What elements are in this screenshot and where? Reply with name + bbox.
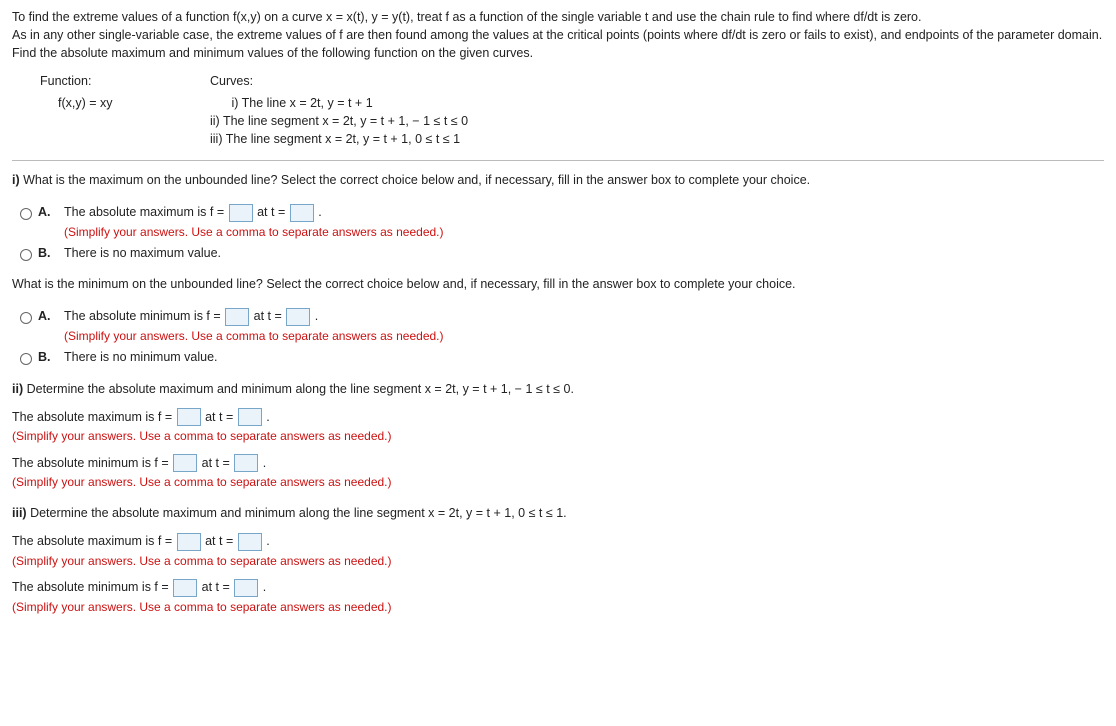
radio-i-max-a[interactable] [20,208,32,220]
at-t-text2: at t = [254,309,282,323]
answer-box-i-max-f[interactable] [229,204,253,222]
answer-box-ii-max-t[interactable] [238,408,262,426]
part-iii-section: iii) Determine the absolute maximum and … [12,504,1104,616]
iii-period-1: . [266,534,269,548]
intro-line-1: To find the extreme values of a function… [12,8,1104,26]
function-curves-block: Function: f(x,y) = xy Curves: i) The lin… [40,72,1104,148]
curves-header: Curves: [210,72,1104,90]
part-i-max-choice-a-row: A. The absolute maximum is f = at t = . … [20,203,1104,241]
period2: . [315,309,318,323]
ii-period-2: . [263,456,266,470]
part-iii-min-line: The absolute minimum is f = at t = . [12,578,1104,597]
part-i-min-choice-a-row: A. The absolute minimum is f = at t = . … [20,307,1104,345]
part-i-max-question: i) i) What is the maximum on the unbound… [12,171,1104,189]
choice-body-i-max-a: The absolute maximum is f = at t = . (Si… [64,203,1104,241]
ii-at-t-1: at t = [205,410,233,424]
part-i-max-question-text: What is the maximum on the unbounded lin… [23,173,810,187]
radio-i-min-a[interactable] [20,312,32,324]
answer-box-ii-min-t[interactable] [234,454,258,472]
part-ii-question: ii) Determine the absolute maximum and m… [12,380,1104,398]
part-iii-question-text: Determine the absolute maximum and minim… [30,506,567,520]
radio-i-max-b[interactable] [20,249,32,261]
function-header: Function: [40,72,210,90]
part-i-min-section: What is the minimum on the unbounded lin… [12,275,1104,367]
answer-box-i-min-t[interactable] [286,308,310,326]
part-ii-section: ii) Determine the absolute maximum and m… [12,380,1104,492]
ii-period-1: . [266,410,269,424]
radio-i-min-b[interactable] [20,353,32,365]
part-i-min-question: What is the minimum on the unbounded lin… [12,275,1104,293]
at-t-text: at t = [257,205,285,219]
part-ii-max-line: The absolute maximum is f = at t = . [12,408,1104,427]
answer-box-ii-min-f[interactable] [173,454,197,472]
answer-box-iii-min-f[interactable] [173,579,197,597]
choice-label-b: B. [38,244,64,262]
part-i-max-choice-b-row: B. There is no maximum value. [20,244,1104,263]
part-ii-question-text: Determine the absolute maximum and minim… [27,382,574,396]
iii-period-2: . [263,580,266,594]
hint-ii-max: (Simplify your answers. Use a comma to s… [12,428,1104,445]
part-iii-question: iii) Determine the absolute maximum and … [12,504,1104,522]
intro-line-2: As in any other single-variable case, th… [12,26,1104,62]
hint-i-max-a: (Simplify your answers. Use a comma to s… [64,224,1104,241]
no-max-text: There is no maximum value. [64,244,1104,262]
curves-column: Curves: i) The line x = 2t, y = t + 1 ii… [210,72,1104,148]
iii-at-t-1: at t = [205,534,233,548]
function-column: Function: f(x,y) = xy [40,72,210,148]
iii-min-prefix: The absolute minimum is f = [12,580,169,594]
answer-box-iii-max-f[interactable] [177,533,201,551]
choice-label-a2: A. [38,307,64,325]
divider [12,160,1104,161]
part-i-min-choice-b-row: B. There is no minimum value. [20,348,1104,367]
abs-max-prefix: The absolute maximum is f = [64,205,224,219]
hint-i-min-a: (Simplify your answers. Use a comma to s… [64,328,1104,345]
abs-min-prefix: The absolute minimum is f = [64,309,221,323]
part-i-max-section: i) i) What is the maximum on the unbound… [12,171,1104,263]
hint-ii-min: (Simplify your answers. Use a comma to s… [12,474,1104,491]
answer-box-i-max-t[interactable] [290,204,314,222]
answer-box-iii-min-t[interactable] [234,579,258,597]
answer-box-i-min-f[interactable] [225,308,249,326]
hint-iii-max: (Simplify your answers. Use a comma to s… [12,553,1104,570]
no-min-text: There is no minimum value. [64,348,1104,366]
function-body: f(x,y) = xy [58,94,210,112]
choice-body-i-min-a: The absolute minimum is f = at t = . (Si… [64,307,1104,345]
iii-max-prefix: The absolute maximum is f = [12,534,172,548]
ii-max-prefix: The absolute maximum is f = [12,410,172,424]
curve-i: i) The line x = 2t, y = t + 1 [228,94,1104,112]
ii-at-t-2: at t = [202,456,230,470]
problem-intro: To find the extreme values of a function… [12,8,1104,62]
ii-min-prefix: The absolute minimum is f = [12,456,169,470]
part-iii-max-line: The absolute maximum is f = at t = . [12,532,1104,551]
choice-label-a: A. [38,203,64,221]
iii-at-t-2: at t = [202,580,230,594]
choice-label-b2: B. [38,348,64,366]
period: . [318,205,321,219]
curve-ii: ii) The line segment x = 2t, y = t + 1, … [210,112,1104,130]
curve-iii: iii) The line segment x = 2t, y = t + 1,… [210,130,1104,148]
answer-box-iii-max-t[interactable] [238,533,262,551]
part-ii-min-line: The absolute minimum is f = at t = . [12,454,1104,473]
hint-iii-min: (Simplify your answers. Use a comma to s… [12,599,1104,616]
answer-box-ii-max-f[interactable] [177,408,201,426]
